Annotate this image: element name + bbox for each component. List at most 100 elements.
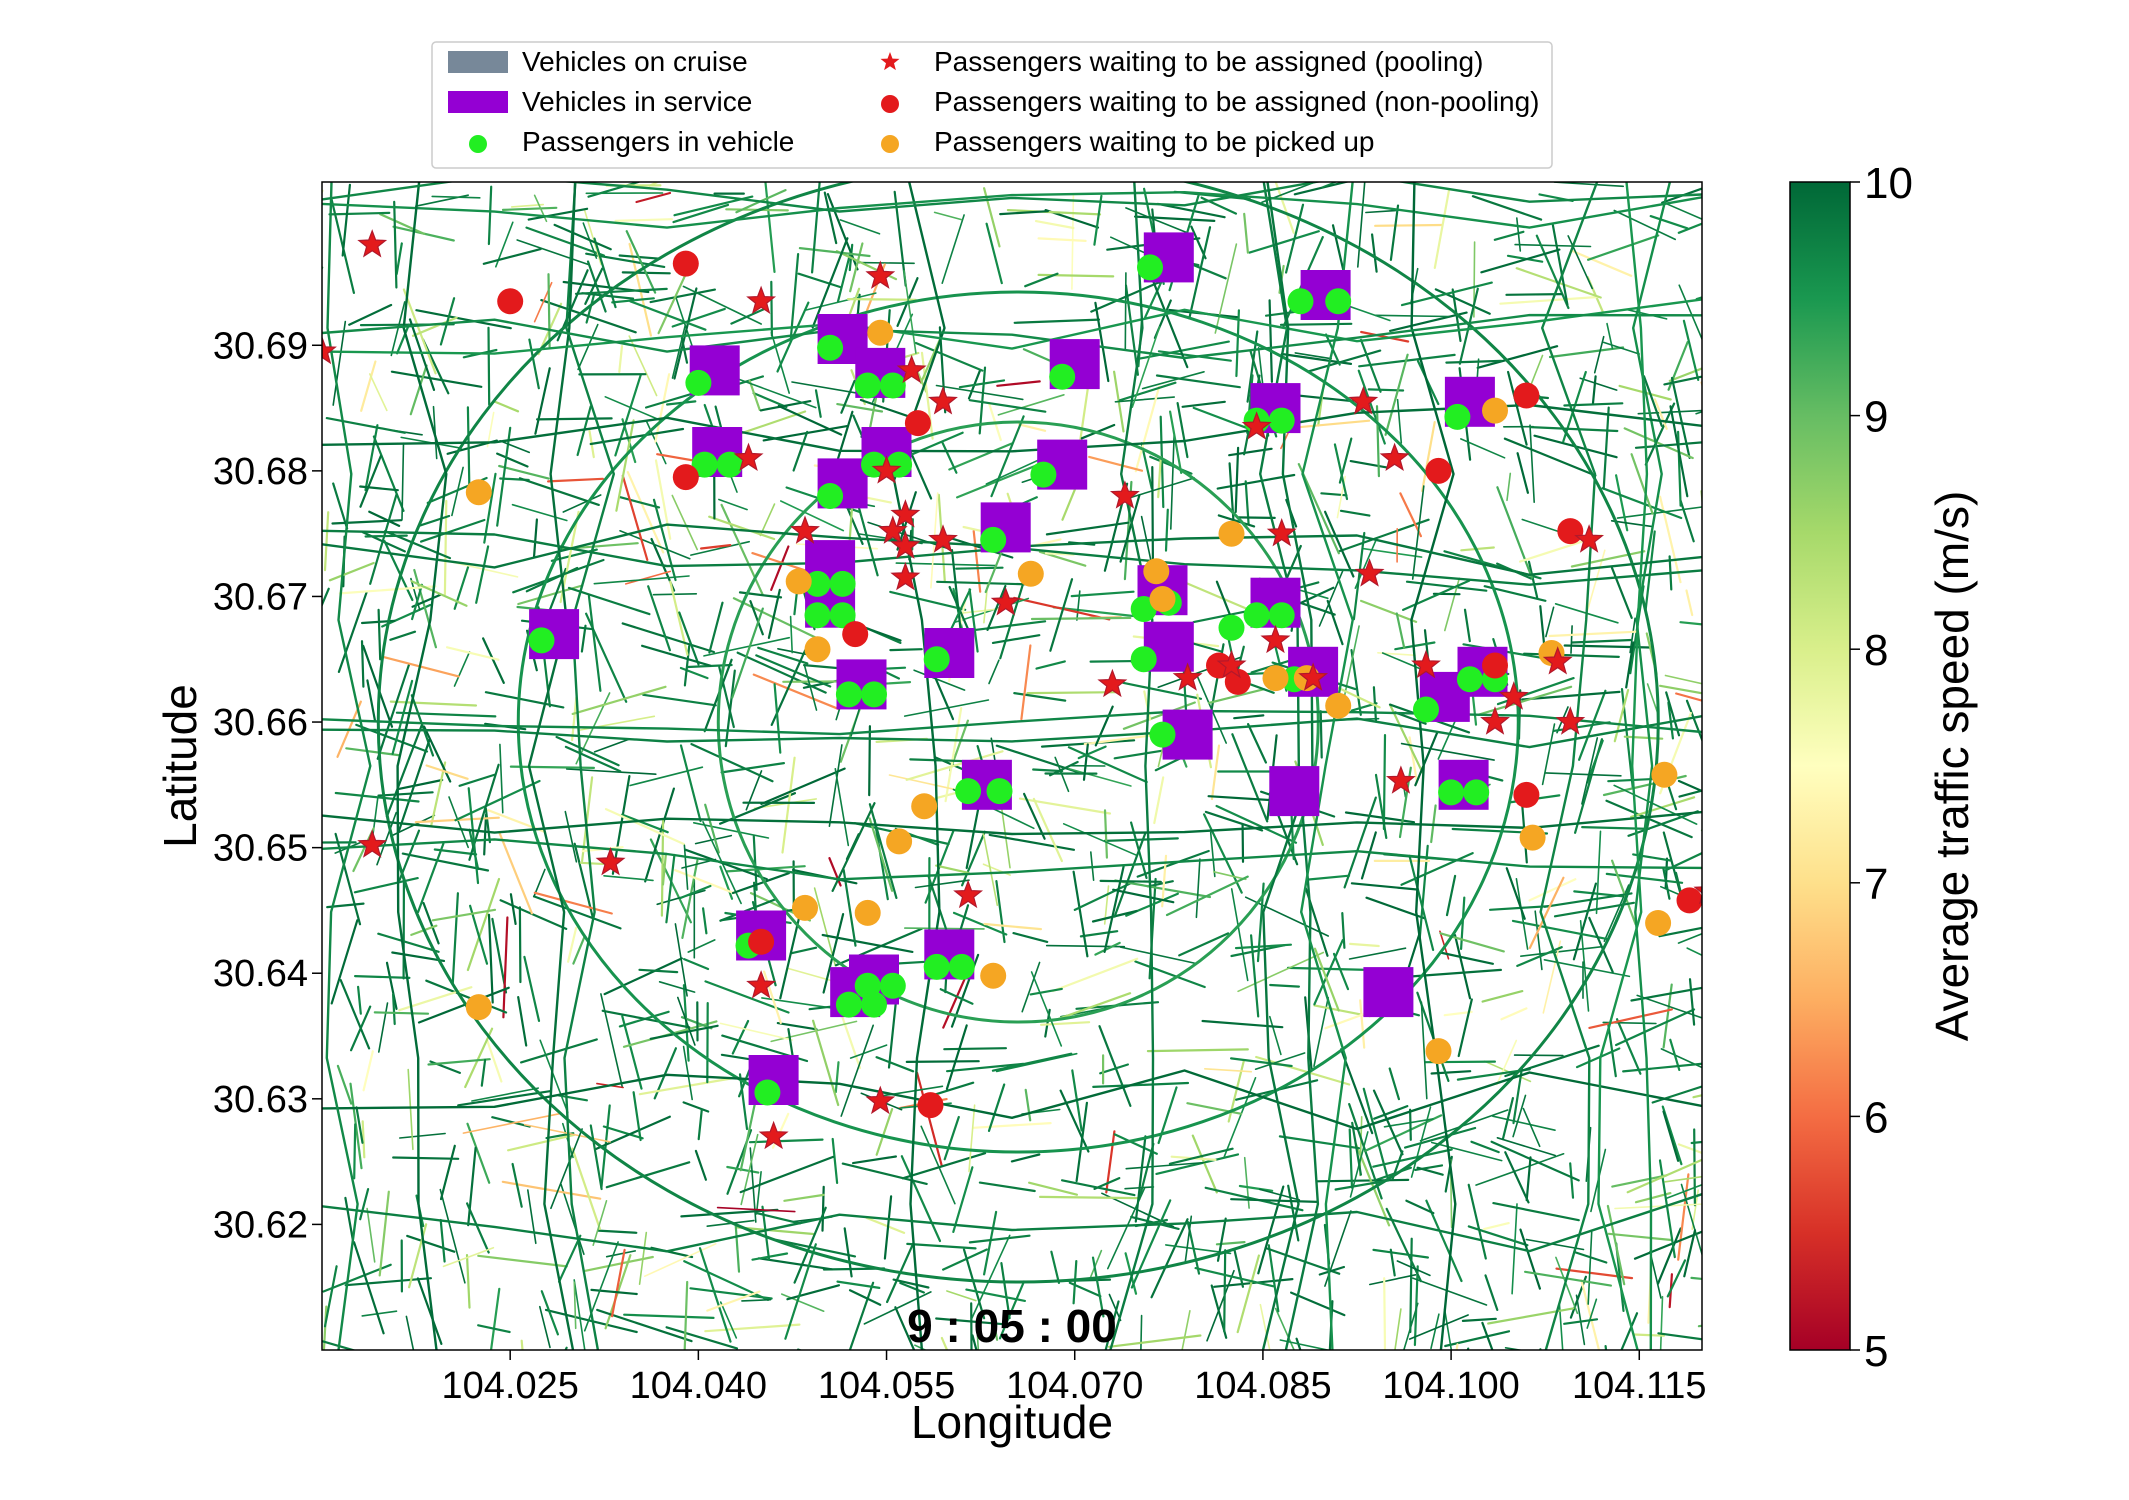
x-tick-label: 104.025: [441, 1365, 578, 1407]
road-segment: [739, 1155, 835, 1194]
colorbar-gradient: [1789, 181, 1851, 1351]
road-segment: [1060, 1179, 1136, 1197]
road-segment: [1678, 284, 1702, 341]
road-segment: [671, 324, 687, 379]
passenger-waiting-pooling: [1555, 706, 1586, 735]
road-segment: [1461, 1317, 1497, 1323]
road-segment: [446, 646, 500, 661]
road-segment: [1030, 616, 1132, 621]
road-segment: [719, 1022, 794, 1041]
road-segment: [996, 380, 1041, 387]
road-segment: [483, 813, 488, 856]
road-segment: [1365, 209, 1397, 214]
road-segment: [519, 1038, 598, 1064]
legend-swatch: [448, 91, 508, 113]
road-segment: [464, 1027, 494, 1089]
road-segment: [328, 211, 391, 216]
road-segment: [848, 1281, 875, 1350]
road-segment: [1246, 722, 1268, 764]
road-segment: [1529, 354, 1544, 387]
road-segment: [1548, 630, 1638, 638]
road-segment: [392, 993, 396, 1026]
road-segment: [369, 493, 398, 585]
road-segment: [683, 844, 689, 891]
road-segment: [682, 285, 763, 325]
road-segment: [480, 1058, 487, 1087]
road-segment: [496, 452, 529, 468]
road-segment: [1264, 1246, 1341, 1275]
road-segment: [1223, 1077, 1257, 1158]
road-segment: [906, 1242, 977, 1250]
passenger-waiting-pooling: [1216, 649, 1247, 679]
road-segment: [858, 261, 915, 265]
road-segment: [1522, 1107, 1541, 1148]
passenger-in-vehicle: [754, 1079, 781, 1106]
road-segment: [1682, 319, 1700, 381]
road-segment: [1176, 402, 1189, 459]
road-segment: [1201, 1019, 1284, 1029]
road-segment: [1206, 1269, 1235, 1342]
road-segment: [1022, 792, 1046, 840]
road-segment: [1073, 880, 1135, 912]
road-segment: [1700, 381, 1702, 388]
road-segment: [1569, 1275, 1588, 1319]
passenger-waiting-pooling: [357, 829, 388, 858]
road-segment: [991, 634, 1041, 645]
passenger-waiting-pooling: [357, 229, 388, 258]
road-segment: [557, 1234, 582, 1283]
road-segment: [491, 1116, 531, 1128]
arterial-road: [1539, 182, 1599, 1350]
road-segment: [1338, 518, 1430, 553]
road-segment: [1334, 1179, 1390, 1191]
road-segment: [1625, 641, 1635, 689]
road-segment: [482, 637, 505, 685]
arterial-road: [322, 182, 1702, 213]
road-segment: [465, 1253, 471, 1309]
passenger-in-vehicle: [1268, 602, 1295, 629]
road-segment: [831, 1137, 839, 1185]
passenger-waiting-pickup: [1218, 520, 1245, 547]
road-segment: [903, 269, 917, 354]
road-segment: [805, 292, 877, 311]
road-segment: [618, 496, 661, 509]
passenger-in-vehicle: [1149, 721, 1176, 748]
road-segment: [1482, 1221, 1510, 1231]
road-segment: [1613, 688, 1630, 743]
legend-swatch: [448, 51, 508, 73]
road-segment: [716, 1206, 796, 1213]
road-segment: [1092, 1081, 1190, 1089]
road-segment: [451, 892, 459, 984]
road-segment: [1657, 1332, 1702, 1341]
passenger-in-vehicle: [1287, 288, 1314, 315]
road-segment: [348, 303, 393, 326]
passenger-waiting-pickup: [1017, 560, 1044, 587]
road-segment: [1369, 1274, 1417, 1286]
road-segment: [1204, 1068, 1253, 1073]
road-segment: [944, 706, 963, 803]
road-segment: [1487, 1307, 1575, 1325]
road-segment: [1120, 477, 1195, 502]
passenger-in-vehicle: [861, 991, 887, 1018]
road-segment: [1626, 1158, 1702, 1194]
passenger-waiting-nonpooling: [1425, 457, 1452, 484]
road-segment: [415, 309, 512, 330]
road-segment: [836, 1280, 881, 1290]
road-segment: [986, 584, 1007, 632]
road-segment: [756, 1212, 802, 1225]
road-segment: [1258, 1188, 1301, 1201]
road-segment: [975, 1323, 980, 1350]
road-segment: [779, 902, 804, 1000]
road-segment: [1057, 992, 1132, 1020]
road-segment: [1396, 1260, 1431, 1277]
passenger-in-vehicle: [829, 570, 856, 597]
road-segment: [361, 1310, 398, 1317]
road-segment: [1644, 530, 1656, 612]
colorbar-label: Average traffic speed (m/s): [1926, 491, 1978, 1042]
passenger-waiting-pooling: [1260, 624, 1291, 654]
legend-swatch: [469, 135, 487, 153]
road-segment: [1285, 419, 1371, 430]
road-segment: [1268, 299, 1274, 383]
road-segment: [873, 818, 889, 901]
road-segment: [389, 630, 417, 641]
road-segment: [770, 280, 774, 337]
